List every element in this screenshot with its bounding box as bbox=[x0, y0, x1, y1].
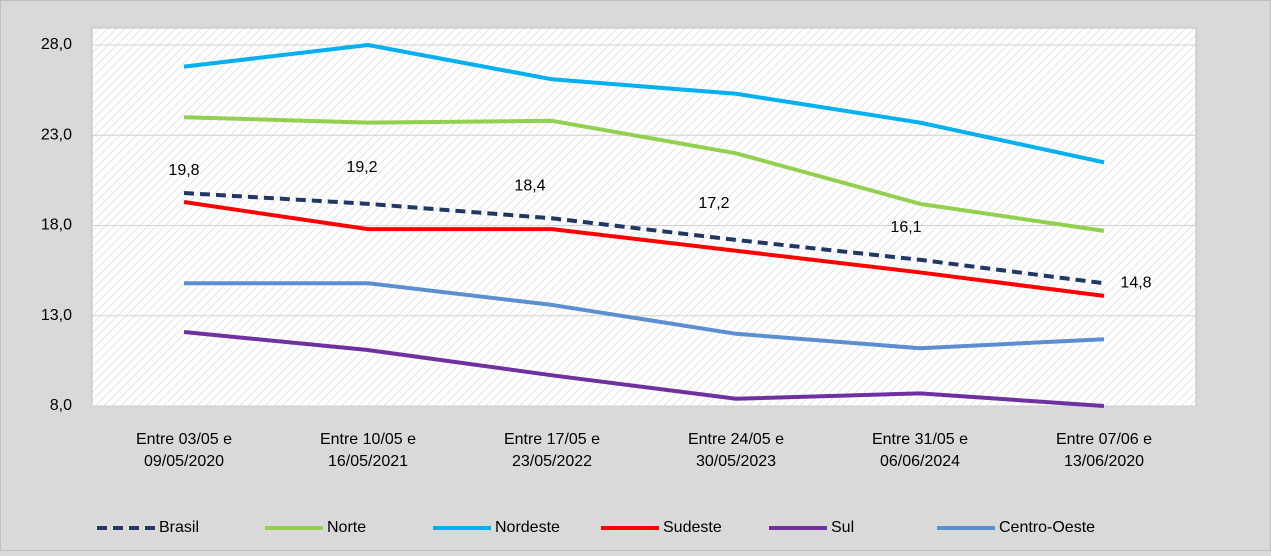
series-line bbox=[183, 43, 1105, 165]
series-line bbox=[184, 281, 1105, 351]
legend-label: Norte bbox=[327, 519, 366, 536]
data-label: 16,1 bbox=[890, 219, 921, 236]
y-tick-label: 13,0 bbox=[41, 307, 72, 324]
data-label: 19,2 bbox=[346, 159, 377, 176]
series-line bbox=[183, 115, 1105, 233]
legend-label: Centro-Oeste bbox=[999, 519, 1095, 536]
legend-label: Nordeste bbox=[495, 519, 560, 536]
data-label: 14,8 bbox=[1120, 274, 1151, 291]
y-tick-label: 28,0 bbox=[41, 36, 72, 53]
series-line bbox=[183, 191, 1105, 286]
y-tick-label: 8,0 bbox=[50, 397, 72, 414]
data-label: 19,8 bbox=[168, 162, 199, 179]
x-tick-label: Entre 07/06 e 13/06/2020 bbox=[1056, 431, 1152, 470]
y-tick-label: 23,0 bbox=[41, 126, 72, 143]
data-label: 18,4 bbox=[514, 177, 545, 194]
series-line bbox=[183, 330, 1105, 408]
x-tick-label: Entre 24/05 e 30/05/2023 bbox=[688, 431, 784, 470]
legend-label: Brasil bbox=[159, 519, 199, 536]
data-label: 17,2 bbox=[698, 195, 729, 212]
series-line bbox=[183, 200, 1105, 298]
x-tick-label: Entre 31/05 e 06/06/2024 bbox=[872, 431, 968, 470]
x-tick-label: Entre 10/05 e 16/05/2021 bbox=[320, 431, 416, 470]
x-tick-label: Entre 17/05 e 23/05/2022 bbox=[504, 431, 600, 470]
legend-label: Sul bbox=[831, 519, 854, 536]
x-tick-label: Entre 03/05 e 09/05/2020 bbox=[136, 431, 232, 470]
y-tick-label: 18,0 bbox=[41, 217, 72, 234]
legend-label: Sudeste bbox=[663, 519, 722, 536]
